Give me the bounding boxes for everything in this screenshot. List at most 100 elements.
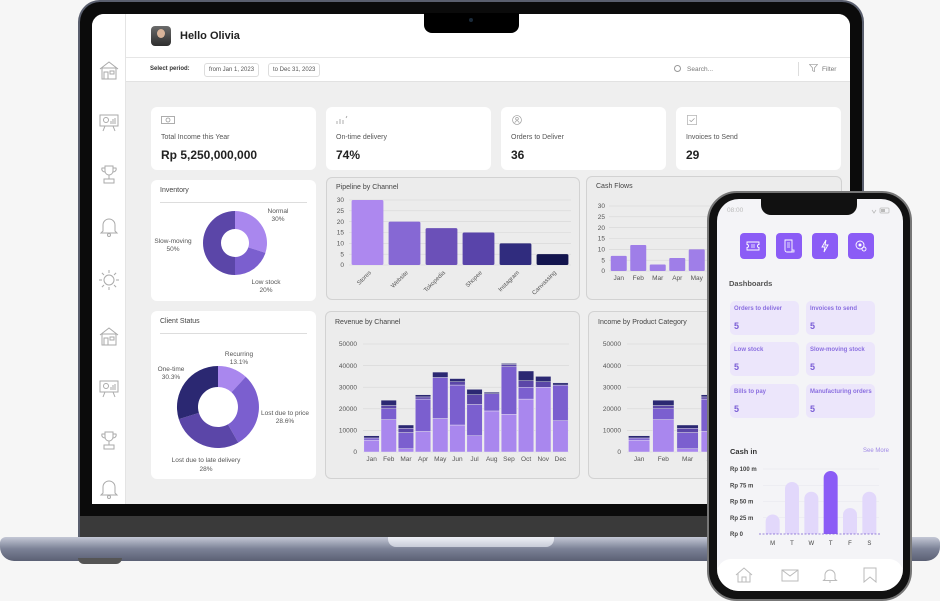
bar-segment[interactable] bbox=[397, 424, 414, 429]
home-icon[interactable] bbox=[97, 58, 121, 82]
bar-segment[interactable] bbox=[415, 394, 432, 398]
bookmark-icon[interactable] bbox=[861, 567, 879, 583]
bar[interactable] bbox=[765, 514, 780, 534]
bell-icon[interactable] bbox=[97, 214, 121, 238]
bar-segment[interactable] bbox=[652, 405, 675, 409]
bell-icon[interactable] bbox=[97, 476, 121, 500]
gear-icon[interactable] bbox=[97, 268, 121, 292]
bar[interactable] bbox=[649, 264, 666, 272]
bar-segment[interactable] bbox=[676, 428, 699, 433]
bell-icon[interactable] bbox=[821, 567, 839, 583]
bar-segment[interactable] bbox=[652, 419, 675, 453]
bar-segment[interactable] bbox=[535, 376, 552, 383]
bar-segment[interactable] bbox=[552, 420, 569, 453]
bar-segment[interactable] bbox=[628, 439, 650, 453]
bar-segment[interactable] bbox=[449, 424, 466, 453]
bar[interactable] bbox=[536, 254, 569, 265]
bar-segment[interactable] bbox=[652, 399, 675, 406]
home-icon[interactable] bbox=[735, 567, 753, 583]
bar-segment[interactable] bbox=[466, 435, 483, 453]
bar-segment[interactable] bbox=[500, 366, 517, 415]
metric-invoices-to-send[interactable]: Invoices to send 5 bbox=[806, 301, 875, 335]
presentation-chart-icon[interactable] bbox=[97, 110, 121, 134]
kpi-card-on-time-delivery[interactable]: On-time delivery 74% bbox=[326, 107, 491, 170]
bar-segment[interactable] bbox=[535, 381, 552, 388]
bar-segment[interactable] bbox=[397, 428, 414, 433]
mail-icon[interactable] bbox=[781, 567, 799, 583]
bar-segment[interactable] bbox=[483, 391, 500, 394]
metric-orders-to-deliver[interactable]: Orders to deliver 5 bbox=[730, 301, 799, 335]
bar-segment[interactable] bbox=[518, 370, 535, 381]
lightning-button[interactable] bbox=[812, 233, 838, 259]
search-input[interactable]: Search... bbox=[674, 64, 713, 73]
bar-segment[interactable] bbox=[518, 380, 535, 388]
trophy-icon[interactable] bbox=[97, 162, 121, 186]
bar[interactable] bbox=[462, 232, 495, 266]
bar[interactable] bbox=[425, 228, 458, 265]
bar-segment[interactable] bbox=[518, 398, 535, 453]
kpi-card-invoices-to-send[interactable]: Invoices to Send 29 bbox=[676, 107, 841, 170]
receipt-button[interactable] bbox=[776, 233, 802, 259]
see-more-link[interactable]: See More bbox=[862, 448, 889, 454]
bar-segment[interactable] bbox=[535, 386, 552, 453]
bar-segment[interactable] bbox=[518, 386, 535, 400]
metric-slow-moving-stock[interactable]: Slow-moving stock 5 bbox=[806, 342, 875, 376]
bar-segment[interactable] bbox=[676, 448, 699, 453]
bar-segment[interactable] bbox=[432, 418, 449, 453]
bar-segment[interactable] bbox=[500, 364, 517, 367]
metric-bills-to-pay[interactable]: Bills to pay 5 bbox=[730, 384, 799, 418]
bar-segment[interactable] bbox=[432, 371, 449, 378]
kpi-card-orders-to-deliver[interactable]: Orders to Deliver 36 bbox=[501, 107, 666, 170]
bar-segment[interactable] bbox=[466, 394, 483, 405]
bar[interactable] bbox=[862, 491, 877, 534]
bar-segment[interactable] bbox=[652, 408, 675, 420]
bar[interactable] bbox=[630, 245, 647, 271]
metric-manufacturing-orders[interactable]: Manufacturing orders 5 bbox=[806, 384, 875, 418]
bar[interactable] bbox=[823, 470, 838, 534]
bar-segment[interactable] bbox=[676, 432, 699, 449]
bar-segment[interactable] bbox=[466, 404, 483, 437]
bar-segment[interactable] bbox=[552, 382, 569, 386]
bar-segment[interactable] bbox=[449, 381, 466, 386]
presentation-chart-icon[interactable] bbox=[97, 376, 121, 400]
bar[interactable] bbox=[843, 508, 857, 534]
bar[interactable] bbox=[499, 243, 532, 265]
bar-segment[interactable] bbox=[363, 435, 380, 439]
bar-segment[interactable] bbox=[466, 389, 483, 395]
bar-segment[interactable] bbox=[397, 448, 414, 453]
home-icon[interactable] bbox=[97, 324, 121, 348]
bar-segment[interactable] bbox=[415, 396, 432, 400]
bar-segment[interactable] bbox=[449, 378, 466, 382]
ticket-button[interactable] bbox=[740, 233, 766, 259]
bar-segment[interactable] bbox=[628, 437, 650, 441]
bar-segment[interactable] bbox=[552, 384, 569, 421]
filter-button[interactable]: Filter bbox=[808, 64, 836, 73]
bar-segment[interactable] bbox=[449, 384, 466, 426]
bar[interactable] bbox=[785, 482, 799, 534]
bar[interactable] bbox=[688, 249, 705, 271]
bar-segment[interactable] bbox=[363, 439, 380, 453]
bar-segment[interactable] bbox=[363, 437, 380, 441]
bar-segment[interactable] bbox=[380, 405, 397, 409]
bar-segment[interactable] bbox=[676, 424, 699, 429]
bar-segment[interactable] bbox=[380, 399, 397, 406]
bar-segment[interactable] bbox=[380, 419, 397, 453]
kpi-card-total-income[interactable]: Total Income this Year Rp 5,250,000,000 bbox=[151, 107, 316, 170]
bar-segment[interactable] bbox=[483, 393, 500, 412]
trophy-icon[interactable] bbox=[97, 428, 121, 452]
bar[interactable] bbox=[610, 255, 627, 271]
bar[interactable] bbox=[669, 258, 686, 271]
bar-segment[interactable] bbox=[380, 408, 397, 420]
bar[interactable] bbox=[351, 200, 384, 265]
avatar[interactable] bbox=[151, 26, 171, 46]
bar-segment[interactable] bbox=[500, 363, 517, 365]
to-date-picker[interactable]: to Dec 31, 2023 bbox=[268, 63, 321, 77]
bar-segment[interactable] bbox=[500, 413, 517, 453]
bar-segment[interactable] bbox=[415, 398, 432, 432]
bar-segment[interactable] bbox=[628, 435, 650, 439]
bar-segment[interactable] bbox=[415, 431, 432, 453]
metric-low-stock[interactable]: Low stock 5 bbox=[730, 342, 799, 376]
settings-button[interactable] bbox=[848, 233, 874, 259]
bar[interactable] bbox=[388, 221, 421, 265]
from-date-picker[interactable]: from Jan 1, 2023 bbox=[204, 63, 260, 77]
